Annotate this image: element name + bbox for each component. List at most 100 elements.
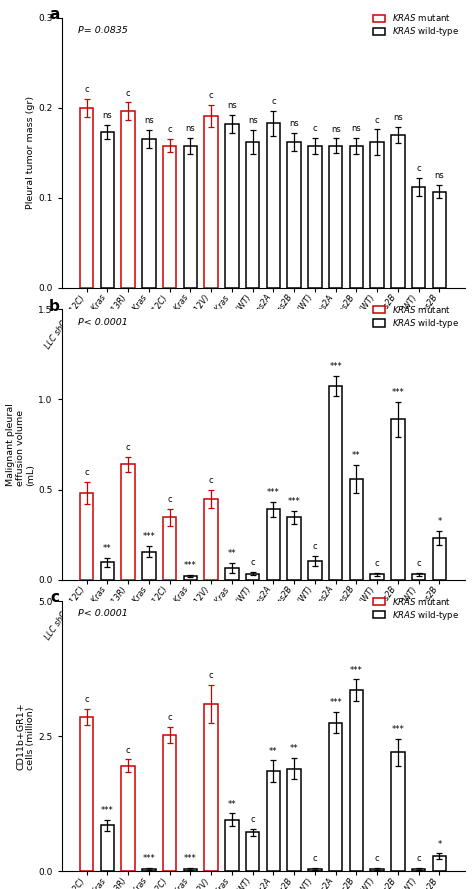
Text: P< 0.0001: P< 0.0001 <box>78 317 128 326</box>
Bar <box>391 420 405 580</box>
Text: c: c <box>250 558 255 567</box>
Text: P< 0.0001: P< 0.0001 <box>78 609 128 618</box>
Text: ***: *** <box>143 854 155 863</box>
Bar <box>121 464 135 580</box>
Legend: $KRAS$ mutant, $KRAS$ wild-type: $KRAS$ mutant, $KRAS$ wild-type <box>373 303 460 331</box>
Text: ns: ns <box>144 116 154 125</box>
Text: c: c <box>416 164 421 173</box>
Bar <box>412 574 426 580</box>
Text: c: c <box>313 854 317 863</box>
Bar <box>246 573 259 580</box>
Bar <box>287 517 301 580</box>
Bar <box>308 869 322 871</box>
Bar <box>121 766 135 871</box>
Text: c: c <box>126 746 130 755</box>
Bar <box>100 563 114 580</box>
Text: c: c <box>416 559 421 568</box>
Bar <box>329 146 342 288</box>
Text: ns: ns <box>248 116 257 125</box>
Bar <box>350 146 363 288</box>
Bar <box>184 869 197 871</box>
Text: c: c <box>209 476 213 485</box>
Bar <box>433 538 446 580</box>
Bar <box>433 191 446 288</box>
Y-axis label: CD11b+GR1+
cells (million): CD11b+GR1+ cells (million) <box>16 702 36 770</box>
Text: **: ** <box>269 747 278 756</box>
Text: ***: *** <box>392 725 404 734</box>
Bar <box>412 869 426 871</box>
Bar <box>433 856 446 871</box>
Text: ***: *** <box>267 488 280 497</box>
Text: c: c <box>167 713 172 722</box>
Bar <box>80 493 93 580</box>
Bar <box>100 132 114 288</box>
Text: c: c <box>209 92 213 100</box>
Bar <box>329 386 342 580</box>
Bar <box>267 123 280 288</box>
Bar <box>267 772 280 871</box>
Bar <box>163 146 176 288</box>
Text: ns: ns <box>393 113 403 122</box>
Bar <box>371 142 384 288</box>
Bar <box>80 108 93 288</box>
Y-axis label: Pleural tumor mass (gr): Pleural tumor mass (gr) <box>27 96 36 210</box>
Text: ns: ns <box>435 172 444 180</box>
Text: **: ** <box>103 544 112 553</box>
Text: **: ** <box>290 744 299 753</box>
Bar <box>287 142 301 288</box>
Bar <box>246 142 259 288</box>
Text: ***: *** <box>143 533 155 541</box>
Text: c: c <box>167 125 172 134</box>
Legend: $KRAS$ mutant, $KRAS$ wild-type: $KRAS$ mutant, $KRAS$ wild-type <box>373 12 460 39</box>
Text: *: * <box>438 517 442 526</box>
Text: ns: ns <box>289 119 299 128</box>
Bar <box>391 752 405 871</box>
Bar <box>329 723 342 871</box>
Text: **: ** <box>228 799 236 809</box>
Legend: $KRAS$ mutant, $KRAS$ wild-type: $KRAS$ mutant, $KRAS$ wild-type <box>373 595 460 622</box>
Text: ns: ns <box>352 124 361 132</box>
Text: c: c <box>167 495 172 504</box>
Text: c: c <box>313 124 317 132</box>
Text: c: c <box>126 443 130 452</box>
Text: c: c <box>250 814 255 824</box>
Text: c: c <box>84 695 89 704</box>
Text: ***: *** <box>329 698 342 707</box>
Text: **: ** <box>352 451 361 460</box>
Text: a: a <box>49 7 60 22</box>
Bar <box>287 769 301 871</box>
Bar <box>371 869 384 871</box>
Bar <box>142 552 155 580</box>
Text: *: * <box>438 839 442 848</box>
Text: ns: ns <box>227 101 237 110</box>
Bar <box>142 869 155 871</box>
Text: ns: ns <box>331 124 341 133</box>
Text: ***: *** <box>101 806 114 815</box>
Text: ***: *** <box>329 362 342 371</box>
Text: ***: *** <box>184 854 197 863</box>
Bar <box>204 116 218 288</box>
Bar <box>350 478 363 580</box>
Text: ***: *** <box>288 497 301 506</box>
Text: P= 0.0835: P= 0.0835 <box>78 26 128 35</box>
Bar <box>391 135 405 288</box>
Text: c: c <box>375 559 380 568</box>
Text: c: c <box>375 116 380 124</box>
Bar <box>308 561 322 580</box>
Text: c: c <box>416 854 421 863</box>
Text: c: c <box>126 89 130 98</box>
Bar <box>350 690 363 871</box>
Text: c: c <box>51 590 60 605</box>
Bar <box>184 146 197 288</box>
Text: ***: *** <box>392 388 404 396</box>
Text: c: c <box>84 85 89 94</box>
Text: c: c <box>84 469 89 477</box>
Text: **: ** <box>228 549 236 558</box>
Bar <box>246 832 259 871</box>
Bar <box>184 576 197 580</box>
Bar <box>163 517 176 580</box>
Text: b: b <box>49 299 60 314</box>
Bar <box>163 735 176 871</box>
Text: c: c <box>209 671 213 680</box>
Bar <box>204 704 218 871</box>
